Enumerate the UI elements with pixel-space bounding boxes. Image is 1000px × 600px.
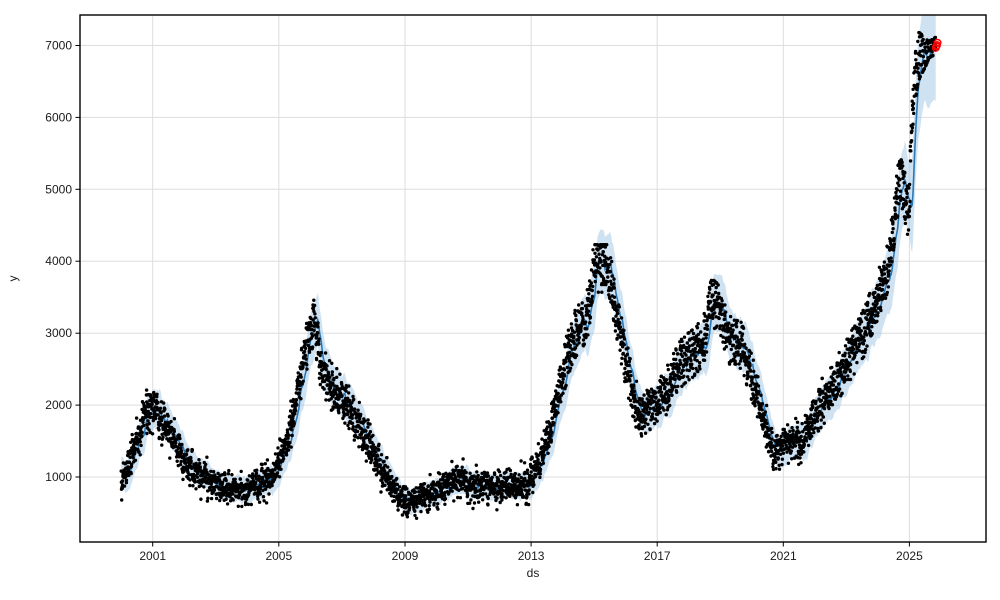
svg-text:5000: 5000 — [45, 182, 72, 196]
svg-text:4000: 4000 — [45, 254, 72, 268]
svg-text:2025: 2025 — [896, 549, 923, 563]
svg-text:2021: 2021 — [770, 549, 797, 563]
svg-text:2005: 2005 — [265, 549, 292, 563]
svg-text:2001: 2001 — [139, 549, 166, 563]
svg-text:1000: 1000 — [45, 470, 72, 484]
svg-text:2000: 2000 — [45, 398, 72, 412]
svg-text:2009: 2009 — [392, 549, 419, 563]
svg-text:3000: 3000 — [45, 326, 72, 340]
svg-text:6000: 6000 — [45, 110, 72, 124]
svg-text:ds: ds — [527, 566, 540, 580]
svg-text:2013: 2013 — [518, 549, 545, 563]
svg-text:2017: 2017 — [644, 549, 671, 563]
svg-text:y: y — [6, 276, 20, 282]
svg-text:7000: 7000 — [45, 39, 72, 53]
